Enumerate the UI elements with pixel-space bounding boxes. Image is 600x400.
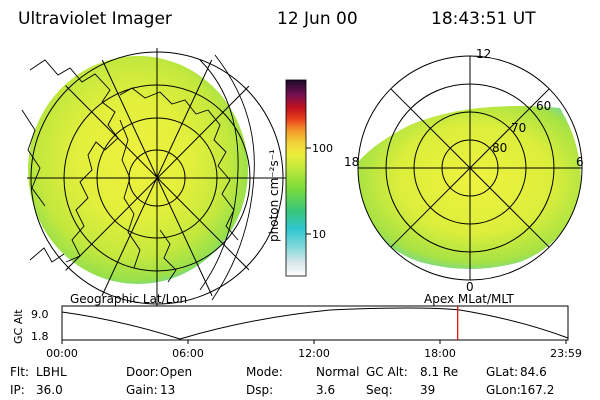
status-key: GLon: [486, 383, 521, 397]
status-key: IP: [10, 383, 25, 397]
status-value: 84.6 [520, 365, 547, 379]
status-key: Mode: [246, 365, 283, 379]
mlat-label-70: 70 [511, 121, 526, 135]
date-label: 12 Jun 00 [277, 9, 358, 29]
status-row-1: Flt: LBHL Door: Open Mode: Normal GC Alt: 8.1 R… [10, 365, 547, 379]
magnetic-polar-plot: 12 18 6 0 60 70 80 Apex MLat/MLT [344, 47, 584, 306]
altitude-plot: GC Alt 9.0 1.8 00:00 06:00 12:00 18:00 23:59 [12, 305, 582, 360]
mlat-label-60: 60 [536, 99, 551, 113]
colorbar-tick-label: 100 [312, 142, 333, 155]
mlt-label-12: 12 [476, 47, 491, 61]
colorbar-unit-label: photon cm⁻²s⁻¹ [267, 149, 281, 242]
altitude-curve [61, 307, 569, 340]
status-value: 13 [160, 383, 175, 397]
altitude-xtick-label: 23:59 [550, 347, 582, 360]
status-value: 3.6 [316, 383, 335, 397]
altitude-plot-frame [61, 305, 569, 341]
mlat-label-80: 80 [492, 141, 507, 155]
status-value: LBHL [36, 365, 67, 379]
altitude-xticks: 00:00 06:00 12:00 18:00 23:59 [46, 340, 582, 360]
colorbar-scale [285, 79, 307, 277]
status-value: Normal [316, 365, 359, 379]
left-auroral-image [28, 56, 248, 284]
mlt-label-6: 6 [576, 155, 584, 169]
altitude-xtick-label: 00:00 [46, 347, 78, 360]
altitude-ytick-bottom: 1.8 [31, 330, 49, 343]
colorbar-tick-label: 10 [312, 228, 326, 241]
coastlines [21, 54, 255, 301]
mlt-label-18: 18 [344, 155, 359, 169]
status-value: 167.2 [520, 383, 554, 397]
status-value: 36.0 [36, 383, 63, 397]
mlt-spoke [390, 88, 550, 248]
altitude-ytick-top: 9.0 [31, 308, 49, 321]
apex-label: Apex MLat/MLT [424, 292, 514, 306]
status-value: Open [160, 365, 192, 379]
geographic-label: Geographic Lat/Lon [70, 292, 187, 306]
altitude-xtick-label: 12:00 [298, 347, 330, 360]
status-value: 8.1 Re [420, 365, 458, 379]
status-key: Flt: [10, 365, 29, 379]
time-label: 18:43:51 UT [431, 9, 536, 29]
status-key: GC Alt: [366, 365, 408, 379]
meridian-line [99, 54, 215, 301]
status-value: 39 [420, 383, 435, 397]
status-key: Seq: [366, 383, 393, 397]
status-key: Dsp: [246, 383, 273, 397]
altitude-xtick-label: 06:00 [172, 347, 204, 360]
status-key: GLat: [486, 365, 518, 379]
status-readout: Flt: LBHL Door: Open Mode: Normal GC Alt: 8.1 R… [10, 365, 554, 397]
header: Ultraviolet Imager 12 Jun 00 18:43:51 UT [18, 9, 536, 29]
status-row-2: IP: 36.0 Gain: 13 Dsp: 3.6 Seq: 39 GLon: 167.2 [10, 383, 554, 397]
colorbar: 100 10 photon cm⁻²s⁻¹ [267, 79, 333, 277]
mlt-label-0: 0 [466, 280, 474, 294]
altitude-ylabel: GC Alt [12, 309, 25, 344]
geographic-map: Geographic Lat/Lon [21, 48, 287, 308]
status-key: Door: [126, 365, 159, 379]
status-key: Gain: [126, 383, 158, 397]
instrument-title: Ultraviolet Imager [18, 9, 172, 29]
altitude-xtick-label: 18:00 [424, 347, 456, 360]
